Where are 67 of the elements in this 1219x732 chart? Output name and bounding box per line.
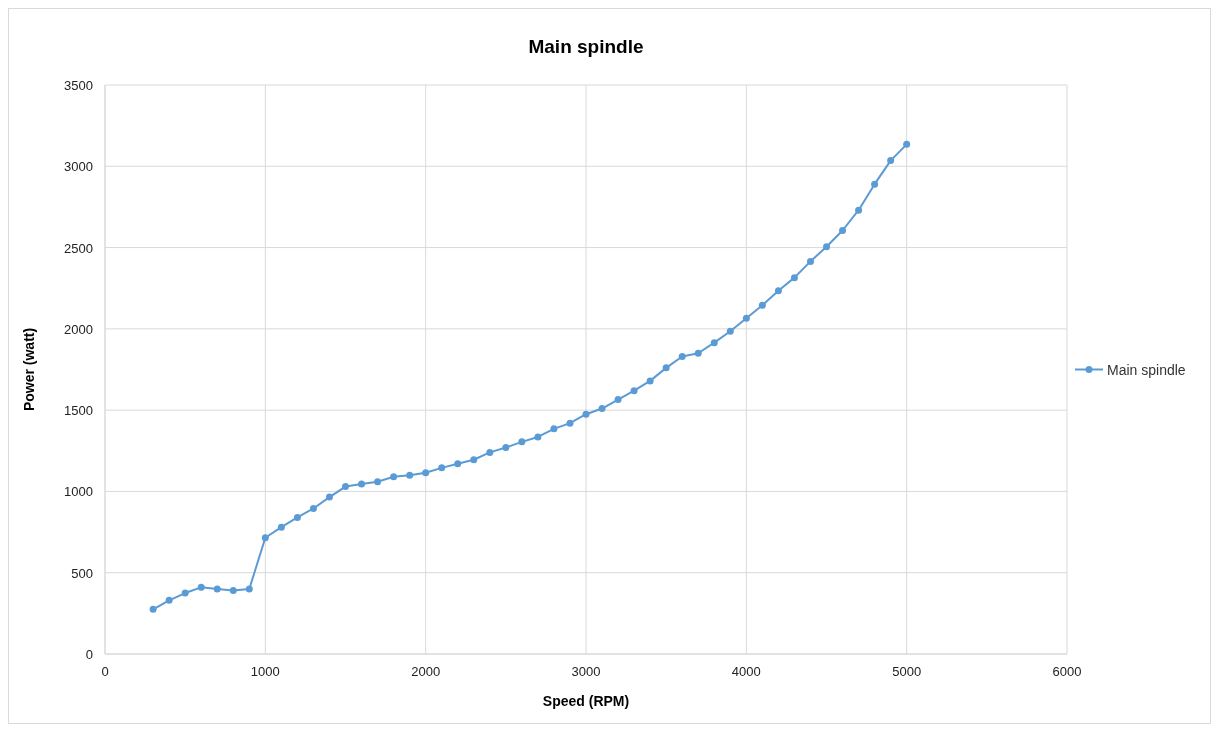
point	[662, 364, 670, 372]
point	[582, 410, 590, 418]
point	[710, 339, 718, 347]
point	[229, 587, 237, 595]
point	[598, 405, 606, 413]
y-tick-label: 2500	[64, 240, 93, 256]
point	[855, 206, 863, 214]
point	[742, 314, 750, 322]
y-tick-label: 1000	[64, 484, 93, 500]
point	[839, 227, 847, 234]
chart-title: Main spindle	[528, 36, 644, 57]
point	[277, 523, 285, 531]
point	[758, 301, 766, 309]
point	[261, 534, 269, 542]
point	[887, 157, 895, 165]
y-axis-title: Power (watt)	[21, 327, 37, 412]
point	[614, 396, 622, 404]
x-axis-title: Speed (RPM)	[542, 693, 630, 709]
point	[630, 387, 638, 395]
point	[422, 469, 430, 477]
y-tick-label: 3000	[64, 159, 93, 175]
point	[806, 257, 814, 265]
point	[470, 456, 478, 464]
point	[181, 589, 189, 597]
y-tick-label: 2000	[64, 321, 93, 337]
point	[871, 180, 879, 188]
point	[646, 377, 654, 385]
point	[550, 425, 558, 433]
point	[823, 243, 830, 251]
point	[502, 444, 510, 452]
y-tick-label: 1500	[64, 403, 93, 419]
point	[903, 140, 911, 148]
point	[245, 585, 253, 593]
point	[678, 352, 686, 360]
x-tick-label: 4000	[731, 664, 761, 679]
point	[342, 483, 349, 491]
point	[197, 583, 205, 591]
point	[438, 464, 446, 472]
point	[165, 596, 173, 604]
y-tick-label: 500	[71, 565, 93, 581]
point	[454, 460, 462, 468]
point	[325, 493, 333, 501]
point	[213, 585, 221, 593]
point	[309, 505, 317, 512]
y-tick-label: 3500	[64, 78, 93, 93]
legend-label: Main spindle	[1107, 361, 1186, 378]
point	[358, 480, 366, 488]
point	[293, 513, 301, 521]
x-tick-label: 3000	[571, 664, 601, 679]
point	[774, 287, 782, 295]
point	[390, 473, 398, 481]
point	[534, 433, 542, 441]
point	[486, 448, 494, 456]
x-tick-label: 1000	[250, 664, 280, 679]
point	[518, 438, 526, 446]
point	[694, 349, 702, 357]
y-tick-label: 0	[85, 647, 93, 662]
x-tick-label: 0	[101, 664, 109, 679]
point	[149, 605, 157, 613]
x-tick-label: 2000	[411, 664, 441, 679]
point	[566, 419, 574, 427]
x-tick-label: 5000	[892, 664, 922, 679]
x-tick-label: 6000	[1052, 664, 1082, 679]
point	[790, 274, 798, 282]
point	[374, 478, 382, 486]
point	[406, 471, 414, 479]
point	[726, 327, 734, 335]
